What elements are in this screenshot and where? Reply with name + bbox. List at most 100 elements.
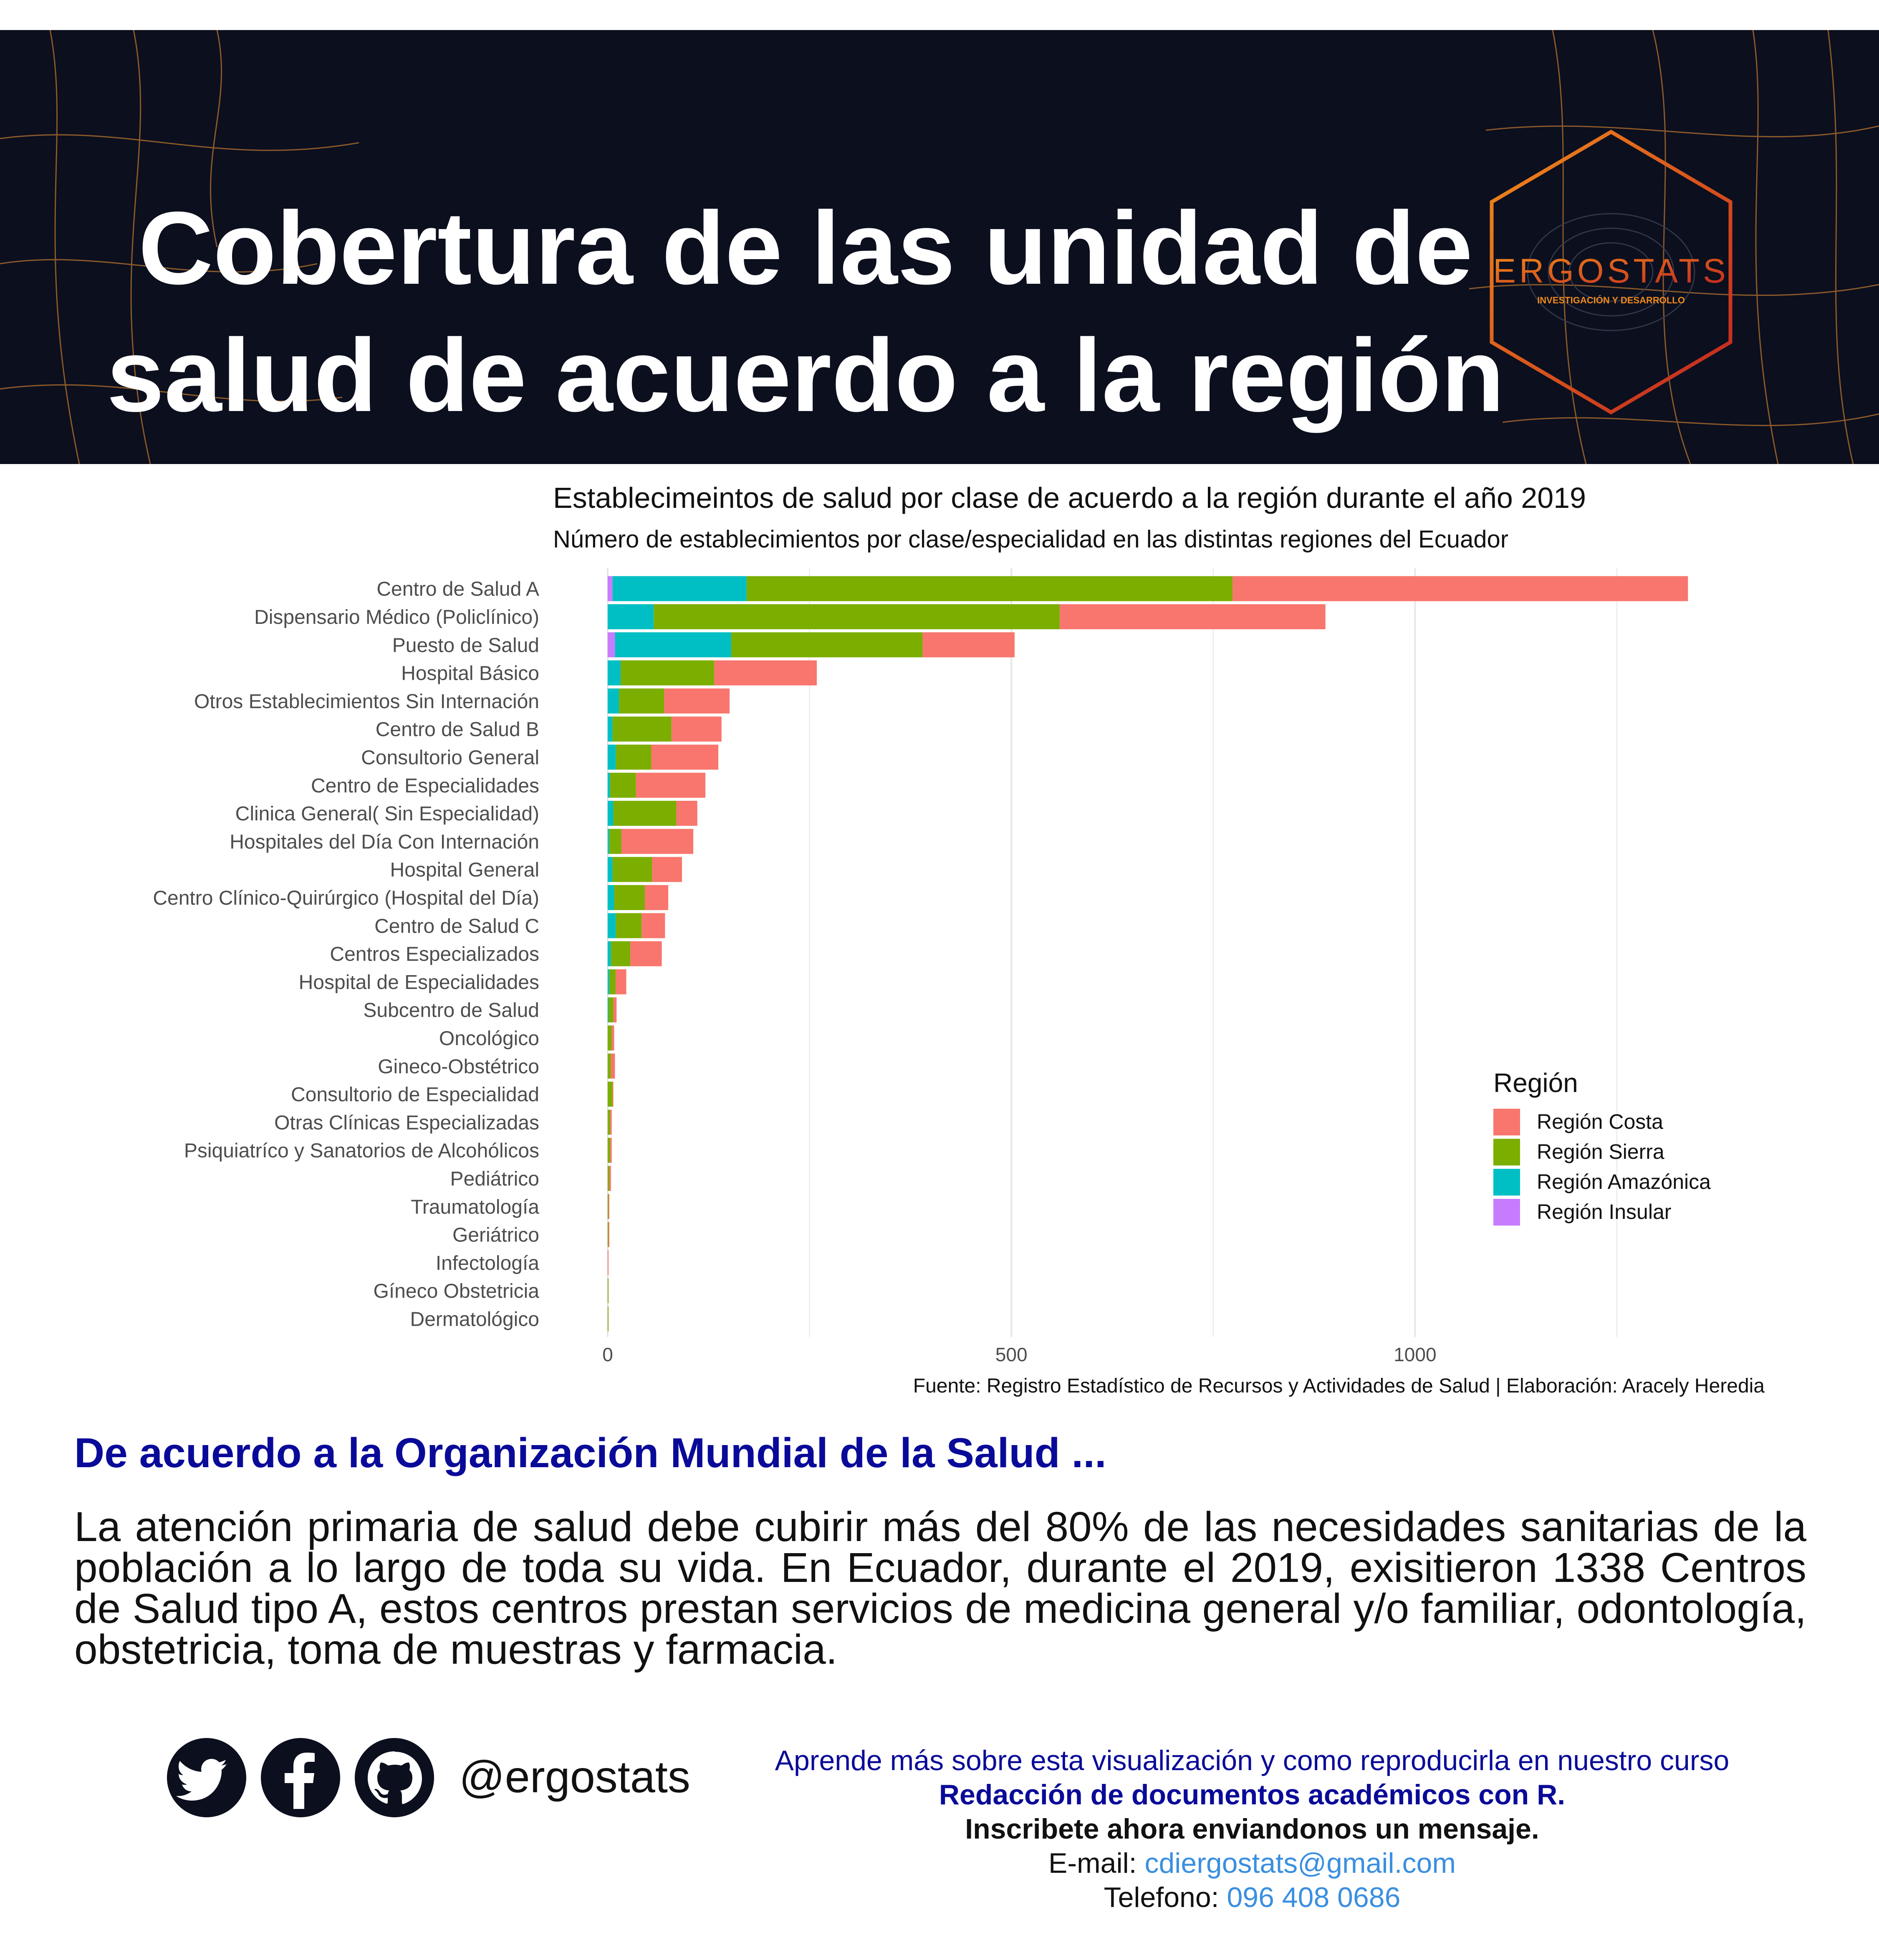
bar-segment — [714, 661, 817, 686]
bar-segment — [608, 1025, 612, 1050]
category-label: Consultorio General — [361, 747, 539, 769]
category-label: Hospital Básico — [401, 663, 539, 685]
oms-heading: De acuerdo a la Organización Mundial de … — [74, 1429, 1106, 1477]
bar-segment — [652, 857, 682, 882]
category-label: Hospital General — [390, 859, 539, 881]
category-label: Hospital de Especialidades — [299, 971, 539, 994]
bar-segment — [630, 941, 662, 966]
bar-segment — [613, 576, 747, 601]
bar-segment — [608, 604, 654, 629]
email-link[interactable]: cdiergostats@gmail.com — [1144, 1847, 1456, 1879]
legend-label: Región Insular — [1537, 1200, 1671, 1223]
github-icon — [355, 1738, 434, 1817]
course-line-2: Redacción de documentos académicos con R… — [689, 1778, 1816, 1811]
bar-segment — [613, 716, 672, 742]
category-label: Gineco-Obstétrico — [378, 1056, 539, 1078]
bar-segment — [651, 744, 718, 769]
bar-segment — [621, 829, 693, 854]
category-label: Centro de Salud B — [376, 719, 539, 741]
bar-segment — [613, 857, 652, 882]
x-tick-label: 0 — [602, 1344, 613, 1365]
ergostats-hexagon-logo: ERGOSTATS INVESTIGACIÓN Y DESARROLLO — [1486, 126, 1736, 418]
category-label: Centros Especializados — [330, 943, 539, 966]
bar-segment — [608, 661, 621, 686]
phone-link[interactable]: 096 408 0686 — [1227, 1882, 1400, 1913]
bar-segment — [645, 885, 668, 910]
twitter-icon — [167, 1738, 246, 1817]
bar-segment — [608, 1082, 613, 1107]
page-title: Cobertura de las unidad de salud de acue… — [100, 184, 1511, 439]
category-label: Centro de Especialidades — [311, 775, 539, 797]
legend-title: Región — [1493, 1068, 1578, 1098]
twitter-link[interactable] — [167, 1738, 246, 1817]
bar-segment — [641, 913, 665, 938]
bar-segment — [614, 885, 645, 910]
facebook-icon — [261, 1738, 340, 1817]
category-label: Puesto de Salud — [392, 634, 539, 656]
bar-segment — [608, 801, 614, 826]
course-line-3: Inscribete ahora enviandonos un mensaje. — [689, 1813, 1816, 1845]
bar-segment — [608, 632, 615, 657]
x-tick-label: 1000 — [1394, 1344, 1436, 1365]
bar-segment — [609, 1166, 611, 1191]
bar-segment — [608, 716, 613, 742]
bar-segment — [611, 1054, 615, 1079]
bar-segment — [608, 829, 609, 854]
category-label: Psiquiatríco y Sanatorios de Alcohólicos — [184, 1140, 539, 1162]
github-link[interactable] — [355, 1738, 434, 1817]
bar-segment — [922, 632, 1015, 657]
category-label: Dermatológico — [410, 1308, 539, 1330]
bar-segment — [654, 604, 1060, 629]
bar-segment — [619, 689, 664, 714]
category-label: Infectología — [436, 1252, 539, 1274]
chart-title: Establecimeintos de salud por clase de a… — [553, 482, 1586, 514]
oms-paragraph: La atención primaria de salud debe cubir… — [74, 1506, 1806, 1703]
title-line-2: salud de acuerdo a la región — [100, 312, 1511, 439]
bar-segment — [608, 1138, 610, 1163]
bar-segment — [610, 773, 636, 798]
bar-segment — [608, 1054, 611, 1079]
category-label: Subcentro de Salud — [363, 999, 539, 1022]
bar-segment — [608, 773, 610, 798]
bars — [608, 576, 1688, 1332]
bar-segment — [609, 829, 621, 854]
x-tick-labels: 0 500 1000 — [602, 1344, 1436, 1365]
legend-swatch — [1493, 1169, 1520, 1196]
phone-line: Telefono: 096 408 0686 — [689, 1881, 1816, 1914]
facebook-link[interactable] — [261, 1738, 340, 1817]
bar-segment — [621, 661, 714, 686]
logo-text: ERGOSTATS — [1493, 252, 1729, 290]
category-label: Clinica General( Sin Especialidad) — [235, 803, 539, 825]
bar-segment — [636, 773, 705, 798]
category-label: Centro de Salud C — [374, 915, 539, 937]
bar-segment — [610, 1110, 612, 1135]
bar-segment — [615, 632, 731, 657]
bar-segment — [608, 857, 613, 882]
bar-segment — [608, 576, 613, 601]
legend-label: Región Costa — [1537, 1110, 1663, 1133]
bar-segment — [608, 1194, 609, 1219]
stacked-bar-chart: Establecimeintos de salud por clase de a… — [0, 464, 1879, 1411]
category-label: Gíneco Obstetricia — [374, 1280, 540, 1302]
bar-segment — [608, 1222, 609, 1247]
category-label: Hospitales del Día Con Internación — [230, 831, 539, 853]
bar-segment — [747, 576, 1233, 601]
bar-segment — [616, 913, 641, 938]
x-tick-label: 500 — [995, 1344, 1028, 1365]
bar-segment — [616, 969, 626, 994]
category-label: Oncológico — [439, 1027, 539, 1049]
header-banner: Cobertura de las unidad de salud de acue… — [0, 30, 1879, 464]
category-label: Otros Establecimientos Sin Internación — [194, 691, 539, 713]
legend-swatch — [1493, 1139, 1520, 1165]
bar-segment — [664, 689, 730, 714]
category-label: Otras Clínicas Especializadas — [274, 1112, 539, 1134]
bar-segment — [608, 1110, 610, 1135]
bar-segment — [608, 941, 611, 966]
bar-segment — [608, 1306, 609, 1331]
title-line-1: Cobertura de las unidad de — [100, 184, 1511, 312]
legend-label: Región Sierra — [1537, 1140, 1664, 1163]
category-label: Centro de Salud A — [376, 578, 539, 600]
chart-caption: Fuente: Registro Estadístico de Recursos… — [913, 1375, 1765, 1397]
bar-segment — [614, 801, 677, 826]
bar-segment — [613, 1082, 614, 1107]
